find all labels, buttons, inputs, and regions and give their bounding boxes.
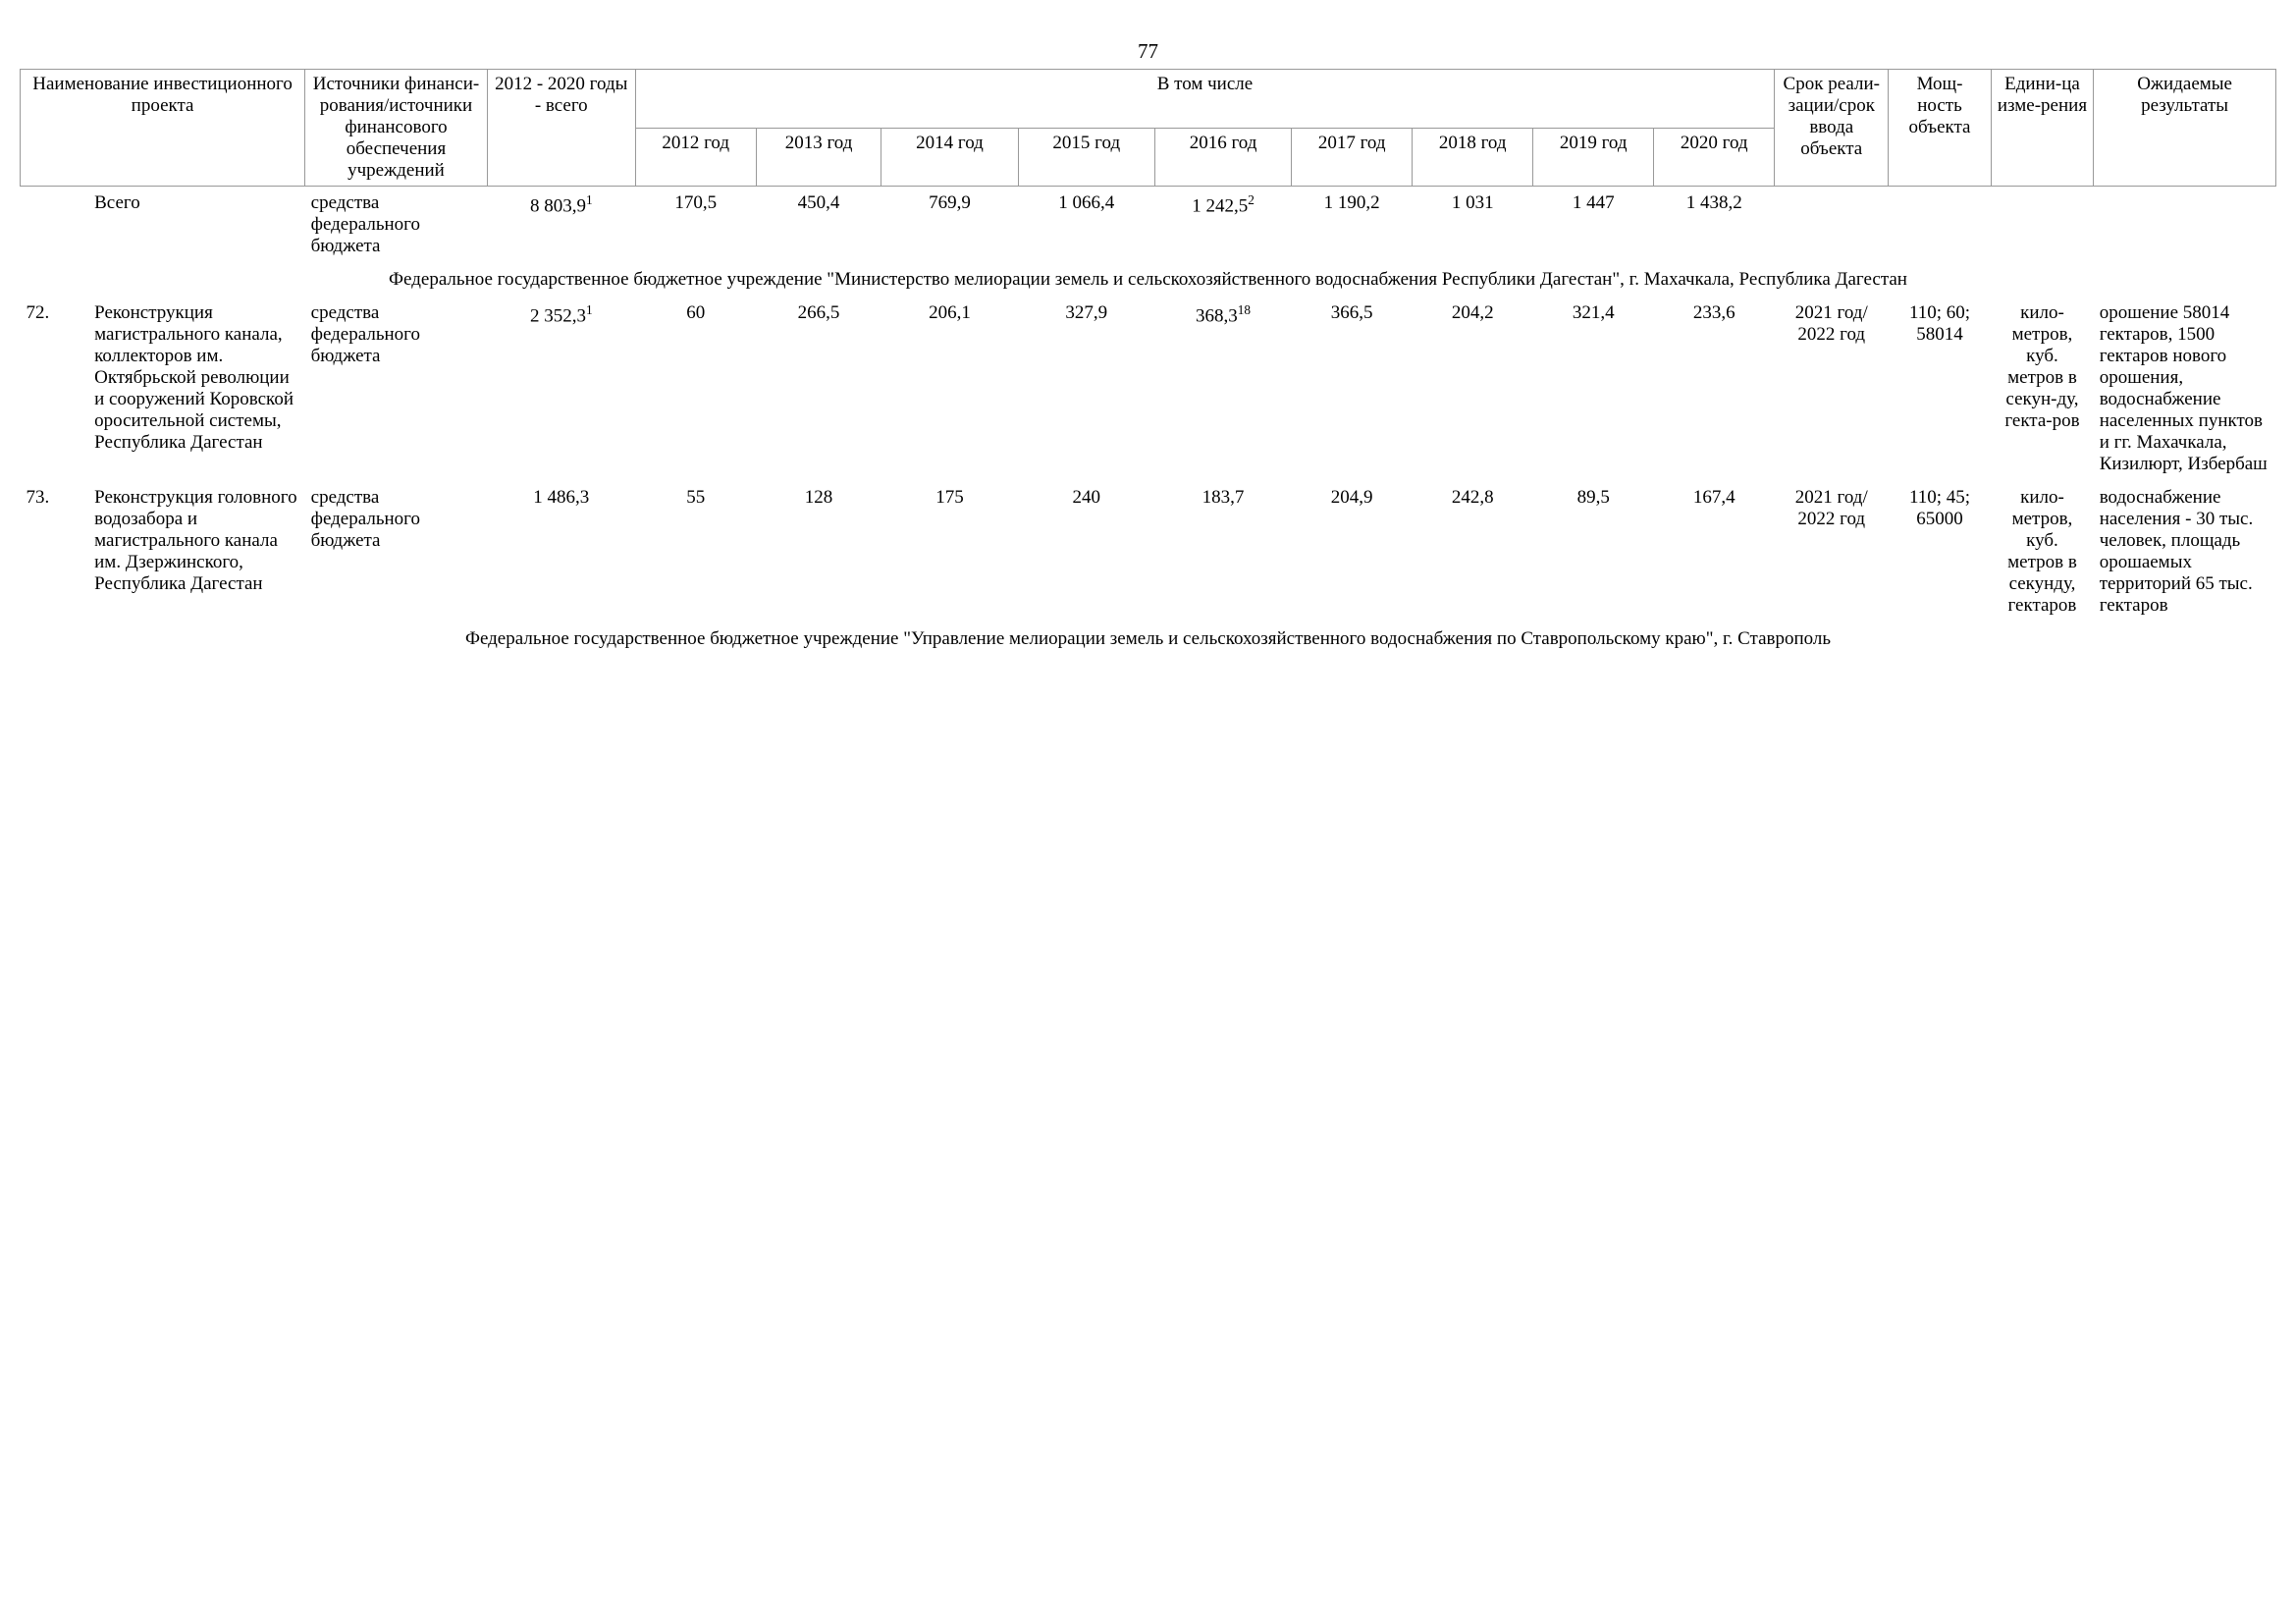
cell-y2012: 60 [635, 297, 756, 481]
section-row-1: Федеральное государственное бюджетное уч… [21, 263, 2276, 297]
cell-mosh: 110; 60; 58014 [1889, 297, 1991, 481]
cell-num: 72. [21, 297, 89, 481]
cell-source: средства федерального бюджета [305, 187, 488, 264]
cell-y2012: 170,5 [635, 187, 756, 264]
header-y2018: 2018 год [1413, 128, 1533, 187]
header-y2014: 2014 год [881, 128, 1018, 187]
header-ed: Едини-ца изме-рения [1991, 70, 2093, 187]
cell-y2014: 175 [881, 481, 1018, 623]
section-row-2: Федеральное государственное бюджетное уч… [21, 623, 2276, 656]
cell-mosh: 110; 45; 65000 [1889, 481, 1991, 623]
cell-y2019: 89,5 [1533, 481, 1654, 623]
cell-ed: кило-метров, куб. метров в секун-ду, гек… [1991, 297, 2093, 481]
cell-y2013: 128 [756, 481, 881, 623]
cell-name: Всего [88, 187, 305, 264]
cell-y2014: 769,9 [881, 187, 1018, 264]
header-y2012: 2012 год [635, 128, 756, 187]
cell-y2017: 366,5 [1292, 297, 1413, 481]
cell-y2020: 1 438,2 [1654, 187, 1775, 264]
cell-total: 2 352,31 [487, 297, 635, 481]
cell-y2016: 368,318 [1154, 297, 1291, 481]
cell-y2020: 233,6 [1654, 297, 1775, 481]
cell-source: средства федерального бюджета [305, 297, 488, 481]
row-73: 73. Реконструкция головного водозабора и… [21, 481, 2276, 623]
cell-srok: 2021 год/ 2022 год [1775, 481, 1889, 623]
cell-y2013: 450,4 [756, 187, 881, 264]
header-y2019: 2019 год [1533, 128, 1654, 187]
cell-y2016: 1 242,52 [1154, 187, 1291, 264]
main-table: Наименование инвестиционного проекта Ист… [20, 69, 2276, 656]
section-heading-1: Федеральное государственное бюджетное уч… [21, 263, 2276, 297]
header-y2020: 2020 год [1654, 128, 1775, 187]
page-number: 77 [20, 39, 2276, 64]
cell-num: 73. [21, 481, 89, 623]
header-total: 2012 - 2020 годы - всего [487, 70, 635, 187]
header-y2017: 2017 год [1292, 128, 1413, 187]
cell-srok: 2021 год/ 2022 год [1775, 297, 1889, 481]
cell-y2012: 55 [635, 481, 756, 623]
cell-y2018: 1 031 [1413, 187, 1533, 264]
cell-y2017: 1 190,2 [1292, 187, 1413, 264]
cell-y2019: 1 447 [1533, 187, 1654, 264]
cell-y2016: 183,7 [1154, 481, 1291, 623]
cell-y2013: 266,5 [756, 297, 881, 481]
cell-result: водоснабжение населения - 30 тыс. челове… [2094, 481, 2276, 623]
cell-y2018: 204,2 [1413, 297, 1533, 481]
header-y2015: 2015 год [1018, 128, 1154, 187]
cell-source: средства федерального бюджета [305, 481, 488, 623]
header-y2013: 2013 год [756, 128, 881, 187]
header-srok: Срок реали-зации/срок ввода объекта [1775, 70, 1889, 187]
header-y2016: 2016 год [1154, 128, 1291, 187]
cell-y2017: 204,9 [1292, 481, 1413, 623]
row-total: Всего средства федерального бюджета 8 80… [21, 187, 2276, 264]
cell-ed: кило-метров, куб. метров в секунду, гект… [1991, 481, 2093, 623]
header-result: Ожидаемые результаты [2094, 70, 2276, 187]
header-name: Наименование инвестиционного проекта [21, 70, 305, 187]
section-heading-2: Федеральное государственное бюджетное уч… [21, 623, 2276, 656]
header-source: Источники финанси-рования/источники фина… [305, 70, 488, 187]
cell-y2015: 1 066,4 [1018, 187, 1154, 264]
cell-y2019: 321,4 [1533, 297, 1654, 481]
cell-y2015: 327,9 [1018, 297, 1154, 481]
cell-total: 1 486,3 [487, 481, 635, 623]
header-mosh: Мощ-ность объекта [1889, 70, 1991, 187]
cell-result: орошение 58014 гектаров, 1500 гектаров н… [2094, 297, 2276, 481]
row-72: 72. Реконструкция магистрального канала,… [21, 297, 2276, 481]
cell-y2014: 206,1 [881, 297, 1018, 481]
cell-name: Реконструкция головного водозабора и маг… [88, 481, 305, 623]
cell-y2018: 242,8 [1413, 481, 1533, 623]
cell-total: 8 803,91 [487, 187, 635, 264]
cell-y2015: 240 [1018, 481, 1154, 623]
cell-name: Реконструкция магистрального канала, кол… [88, 297, 305, 481]
header-includes: В том числе [635, 70, 1775, 129]
cell-y2020: 167,4 [1654, 481, 1775, 623]
